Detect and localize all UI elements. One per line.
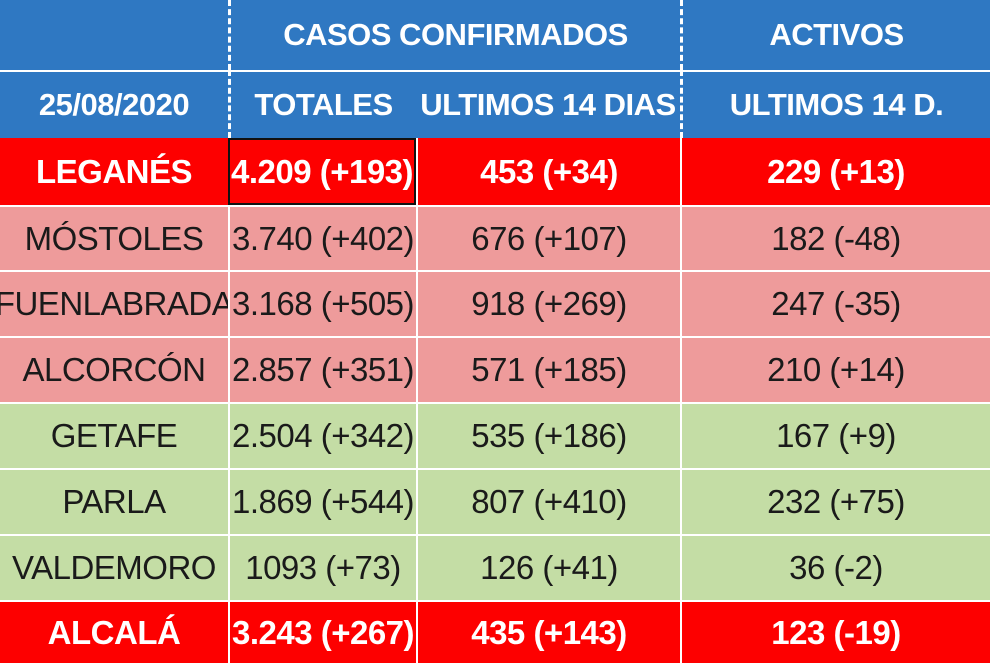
cases-last-14-days: 126 (+41) [416, 534, 680, 600]
municipality-name: ALCORCÓN [0, 336, 228, 402]
active-last-14-days: 182 (-48) [680, 205, 990, 270]
total-cases: 1093 (+73) [228, 534, 416, 600]
cases-last-14-days: 571 (+185) [416, 336, 680, 402]
municipality-name: VALDEMORO [0, 534, 228, 600]
total-cases: 4.209 (+193) [228, 138, 416, 205]
total-cases: 3.740 (+402) [228, 205, 416, 270]
municipality-name: LEGANÉS [0, 138, 228, 205]
active-last-14-days: 210 (+14) [680, 336, 990, 402]
header-col-activos-14: ULTIMOS 14 D. [680, 70, 990, 138]
active-last-14-days: 247 (-35) [680, 270, 990, 336]
header-date: 25/08/2020 [0, 70, 228, 138]
cases-last-14-days: 435 (+143) [416, 600, 680, 663]
municipality-name: MÓSTOLES [0, 205, 228, 270]
cases-last-14-days: 535 (+186) [416, 402, 680, 468]
municipality-name: PARLA [0, 468, 228, 534]
active-last-14-days: 232 (+75) [680, 468, 990, 534]
active-last-14-days: 123 (-19) [680, 600, 990, 663]
active-last-14-days: 167 (+9) [680, 402, 990, 468]
municipality-name: GETAFE [0, 402, 228, 468]
cases-last-14-days: 453 (+34) [416, 138, 680, 205]
header-group-active: ACTIVOS [680, 0, 990, 70]
cases-last-14-days: 918 (+269) [416, 270, 680, 336]
total-cases: 3.168 (+505) [228, 270, 416, 336]
municipality-name: ALCALÁ [0, 600, 228, 663]
active-last-14-days: 36 (-2) [680, 534, 990, 600]
total-cases: 3.243 (+267) [228, 600, 416, 663]
header-corner [0, 0, 228, 70]
header-group-confirmed: CASOS CONFIRMADOS [228, 0, 680, 70]
total-cases: 2.857 (+351) [228, 336, 416, 402]
active-last-14-days: 229 (+13) [680, 138, 990, 205]
cases-last-14-days: 676 (+107) [416, 205, 680, 270]
header-col-ultimos-14-dias: ULTIMOS 14 DIAS [416, 70, 680, 138]
total-cases: 2.504 (+342) [228, 402, 416, 468]
total-cases: 1.869 (+544) [228, 468, 416, 534]
cases-last-14-days: 807 (+410) [416, 468, 680, 534]
header-col-totales: TOTALES [228, 70, 416, 138]
municipality-name: FUENLABRADA [0, 270, 228, 336]
